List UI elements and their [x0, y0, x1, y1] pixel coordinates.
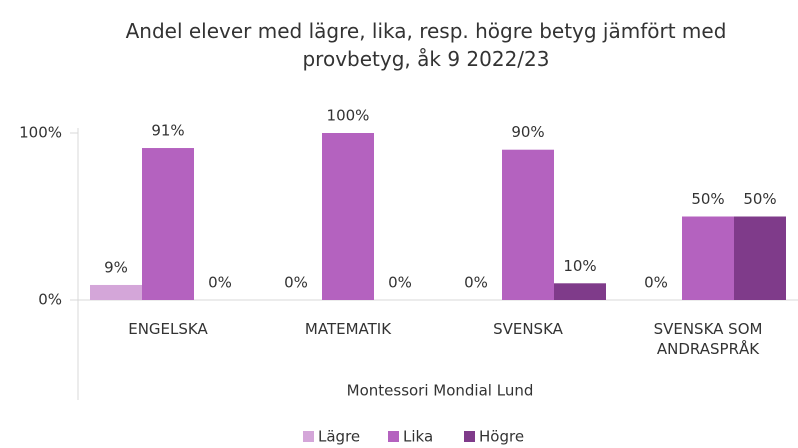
legend-swatch: [388, 431, 399, 442]
legend-label: Högre: [479, 428, 524, 446]
y-tick-label: 0%: [38, 291, 62, 309]
bar: [502, 149, 554, 300]
value-label: 0%: [388, 274, 412, 292]
legend-label: Lika: [403, 428, 433, 446]
x-axis-label: Montessori Mondial Lund: [347, 382, 534, 400]
y-tick-label: 100%: [19, 124, 62, 142]
value-label: 0%: [464, 274, 488, 292]
bar: [554, 283, 606, 300]
value-label: 91%: [151, 122, 184, 140]
legend-swatch: [303, 431, 314, 442]
value-label: 100%: [327, 107, 370, 125]
x-tick-label: ENGELSKA: [128, 320, 208, 338]
bar: [734, 216, 786, 300]
value-label: 0%: [208, 274, 232, 292]
x-tick-label: SVENSKA SOM ANDRASPRÅK: [654, 320, 763, 358]
x-tick-label: SVENSKA: [493, 320, 564, 338]
value-label: 0%: [644, 274, 668, 292]
bar: [142, 148, 194, 300]
bar: [90, 284, 142, 300]
chart-title: Andel elever med lägre, lika, resp. högr…: [126, 19, 727, 71]
x-tick-label: MATEMATIK: [305, 320, 392, 338]
value-label: 0%: [284, 274, 308, 292]
value-label: 10%: [563, 257, 596, 275]
legend-label: Lägre: [318, 428, 360, 446]
value-label: 50%: [743, 190, 776, 208]
bar: [322, 133, 374, 300]
legend-swatch: [464, 431, 475, 442]
value-label: 9%: [104, 258, 128, 276]
value-label: 50%: [691, 190, 724, 208]
value-label: 90%: [511, 123, 544, 141]
bar: [682, 216, 734, 300]
